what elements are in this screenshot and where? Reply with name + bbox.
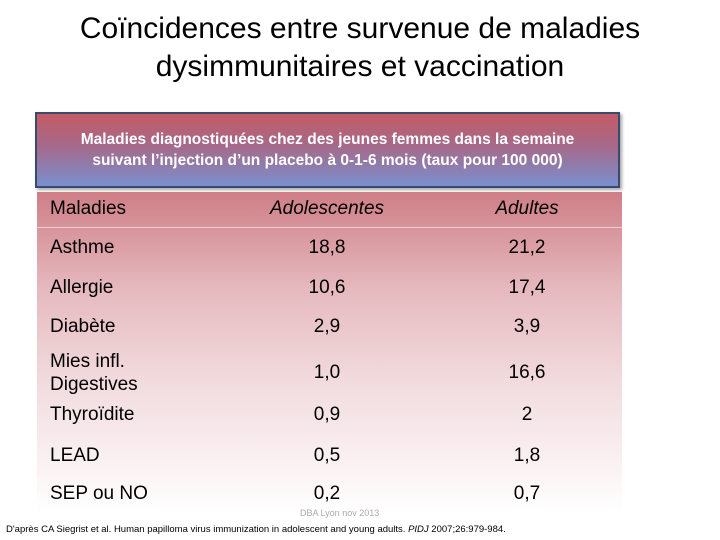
- adolescentes-cell: 1,0: [313, 362, 341, 383]
- header-divider: [37, 227, 622, 228]
- adolescentes-cell: 0,5: [313, 445, 341, 466]
- subtitle-line-1: Maladies diagnostiquées chez des jeunes …: [80, 131, 575, 148]
- disease-cell: Asthme: [50, 237, 115, 258]
- disease-cell: Allergie: [50, 277, 114, 298]
- disease-cell: SEP ou NO: [50, 483, 148, 504]
- subtitle-line-2: suivant l’injection d’un placebo à 0-1-6…: [92, 152, 563, 169]
- disease-cell: LEAD: [50, 445, 100, 466]
- header-maladies: Maladies: [50, 198, 127, 219]
- disease-cell: Diabète: [50, 316, 116, 337]
- citation-tail: 2007;26:979-984.: [428, 524, 506, 535]
- adultes-cell: 2: [521, 404, 533, 425]
- title-line-1: Coïncidences entre survenue de maladies: [79, 12, 641, 45]
- disease-line-1: Mies infl.: [50, 351, 125, 372]
- subtitle-text: Maladies diagnostiquées chez des jeunes …: [73, 129, 583, 171]
- adolescentes-cell: 0,2: [313, 483, 341, 504]
- adultes-cell: 17,4: [508, 277, 546, 298]
- adultes-cell: 16,6: [508, 362, 546, 383]
- disease-line-2: Digestives: [50, 374, 138, 395]
- adultes-cell: 21,2: [508, 237, 546, 258]
- citation-journal: PIDJ: [408, 524, 429, 535]
- adultes-cell: 1,8: [513, 445, 541, 466]
- adolescentes-cell: 0,9: [313, 404, 341, 425]
- adultes-cell: 0,7: [513, 483, 541, 504]
- header-adultes: Adultes: [495, 198, 559, 219]
- disease-cell: Thyroïdite: [50, 404, 135, 425]
- subtitle-box: Maladies diagnostiquées chez des jeunes …: [35, 112, 620, 188]
- watermark: DBA Lyon nov 2013: [300, 508, 380, 518]
- citation-text: D'après CA Siegrist et al. Human papillo…: [6, 524, 409, 535]
- title-line-2: dysimmunitaires et vaccination: [155, 50, 565, 83]
- adolescentes-cell: 18,8: [308, 237, 346, 258]
- data-table: [37, 192, 622, 514]
- adultes-cell: 3,9: [513, 316, 541, 337]
- header-adolescentes: Adolescentes: [269, 198, 385, 219]
- adolescentes-cell: 10,6: [308, 277, 346, 298]
- slide-title: Coïncidences entre survenue de maladies …: [0, 10, 720, 86]
- disease-cell: Mies infl. Digestives: [50, 350, 138, 396]
- adolescentes-cell: 2,9: [313, 316, 341, 337]
- footer-citation: D'après CA Siegrist et al. Human papillo…: [6, 524, 506, 535]
